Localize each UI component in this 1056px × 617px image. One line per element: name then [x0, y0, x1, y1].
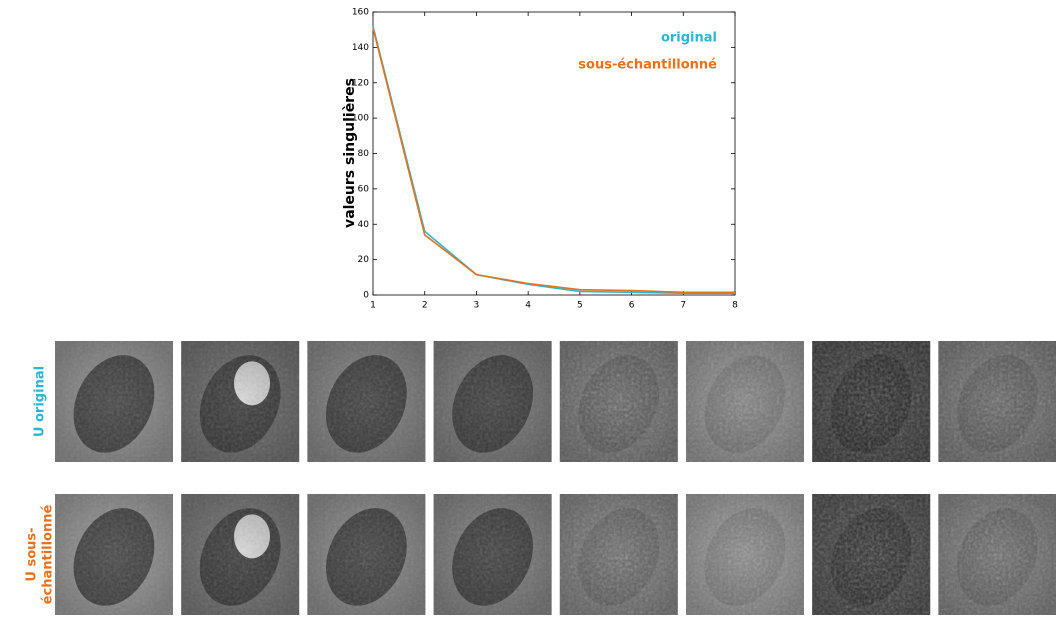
y-tick-label: 0	[363, 291, 369, 301]
y-tick-label: 140	[352, 43, 369, 53]
y-tick-label: 40	[358, 220, 370, 230]
image-vignette	[938, 494, 1056, 615]
y-tick-label: 20	[358, 255, 370, 265]
x-tick-label: 1	[370, 301, 376, 311]
row-label: U sous-	[25, 527, 40, 581]
y-tick-label: 100	[352, 114, 369, 124]
y-tick-label: 160	[352, 8, 369, 18]
image-thumbnail	[307, 341, 426, 462]
image-thumbnail	[181, 341, 300, 462]
image-thumbnail	[307, 494, 426, 615]
image-thumbnail	[433, 494, 552, 615]
image-vignette	[559, 341, 678, 462]
image-vignette	[307, 494, 426, 615]
image-vignette	[181, 341, 300, 462]
image-vignette	[55, 341, 173, 462]
image-vignette	[812, 494, 931, 615]
image-vignette	[307, 341, 426, 462]
image-vignette	[433, 341, 552, 462]
image-vignette	[938, 341, 1056, 462]
x-tick-label: 2	[422, 301, 428, 311]
y-axis-label: valeurs singulières	[342, 78, 358, 228]
image-thumbnail	[938, 341, 1056, 462]
x-tick-label: 5	[577, 301, 583, 311]
x-tick-label: 7	[680, 301, 686, 311]
legend-entry: original	[661, 31, 717, 46]
image-thumbnail	[812, 341, 931, 462]
image-thumbnail	[433, 341, 552, 462]
image-vignette	[559, 494, 678, 615]
plot-frame	[372, 11, 736, 296]
image-thumbnail	[686, 341, 804, 462]
x-tick-label: 8	[732, 301, 738, 311]
image-vignette	[812, 341, 931, 462]
row-label: U original	[33, 366, 48, 437]
image-thumbnail	[181, 494, 300, 615]
image-thumbnail	[559, 494, 678, 615]
image-thumbnail	[55, 494, 173, 615]
image-vignette	[181, 494, 300, 615]
image-vignette	[55, 494, 173, 615]
series-line	[372, 27, 735, 294]
image-vignette	[686, 494, 804, 615]
series-line	[372, 25, 735, 295]
image-thumbnail	[812, 494, 931, 615]
y-tick-label: 120	[352, 78, 369, 88]
y-tick-label: 60	[358, 184, 370, 194]
image-thumbnail	[559, 341, 678, 462]
image-thumbnail	[938, 494, 1056, 615]
row-label: échantillonné	[41, 504, 56, 604]
image-vignette	[686, 341, 804, 462]
legend-entry: sous-échantillonné	[578, 58, 717, 73]
image-thumbnail	[686, 494, 804, 615]
y-tick-label: 80	[358, 149, 370, 159]
x-tick-label: 3	[474, 301, 480, 311]
x-tick-label: 4	[525, 301, 531, 311]
image-vignette	[433, 494, 552, 615]
image-thumbnail	[55, 341, 173, 462]
x-tick-label: 6	[629, 301, 635, 311]
